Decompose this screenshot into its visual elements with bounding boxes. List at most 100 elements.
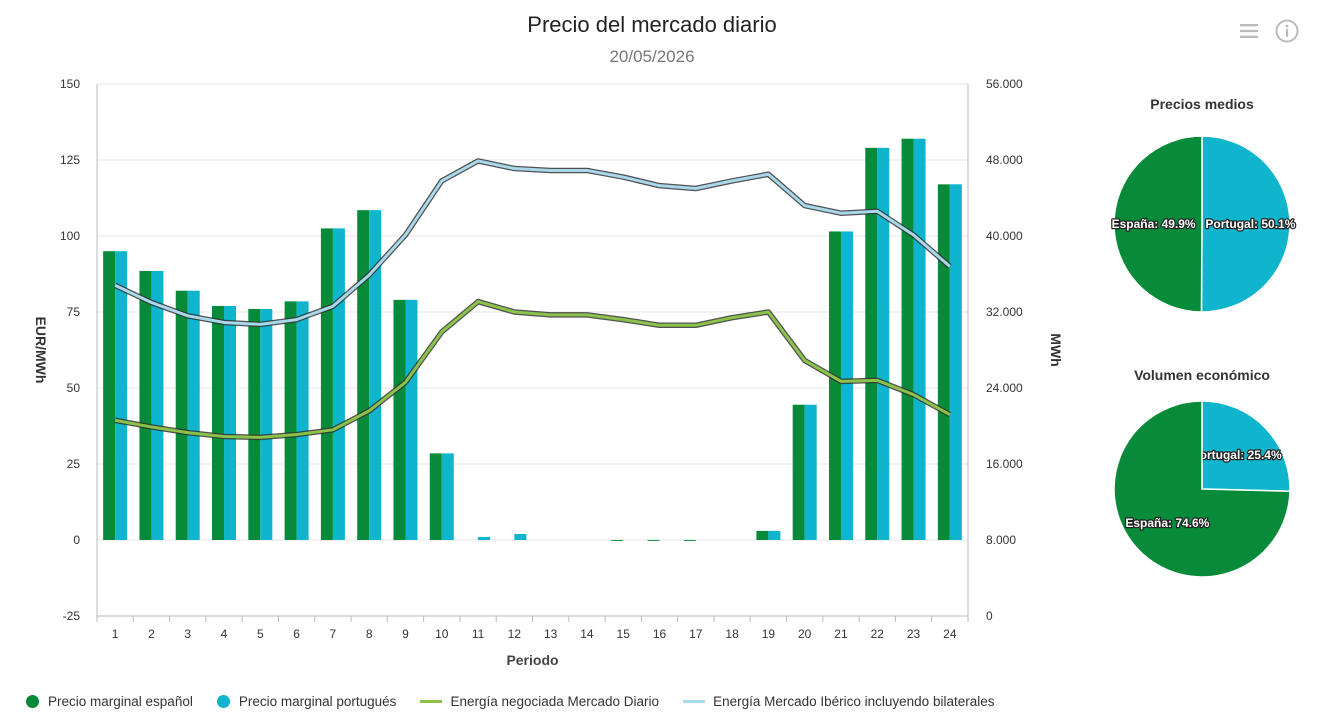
line-series — [113, 158, 952, 441]
bar-precio-espanol — [212, 305, 225, 540]
line-energia-mercado-diario — [114, 300, 951, 439]
y-axis-title: EUR/MWh — [33, 317, 49, 384]
y2-tick-label: 0 — [986, 609, 993, 623]
x-tick-label: 1 — [112, 627, 119, 641]
legend-symbol — [216, 695, 230, 708]
x-tick-label: 22 — [871, 627, 885, 641]
bar-precio-portugues — [151, 270, 164, 540]
bar-precio-espanol — [429, 453, 442, 540]
bar-precio-espanol — [792, 404, 805, 540]
y2-tick-label: 24.000 — [986, 381, 1023, 395]
bar-precio-portugues — [332, 228, 345, 540]
bar-precio-portugues — [405, 299, 418, 540]
legend-label: Precio marginal español — [48, 694, 193, 709]
legend-symbol — [683, 700, 706, 703]
pie-title: Volumen económico — [1134, 367, 1270, 383]
legend-item-spain[interactable]: Precio marginal español — [26, 694, 193, 709]
chart-legend: Precio marginal español Precio marginal … — [26, 694, 1018, 709]
x-tick-label: 23 — [907, 627, 921, 641]
x-tick-label: 18 — [725, 627, 739, 641]
x-tick-label: 12 — [508, 627, 522, 641]
bar-precio-portugues — [768, 530, 781, 540]
x-tick-label: 14 — [580, 627, 594, 641]
legend-item-energy-daily[interactable]: Energía negociada Mercado Diario — [420, 694, 659, 709]
legend-symbol — [420, 700, 443, 703]
bar-precio-portugues — [478, 536, 491, 540]
pie-precios-label-españa: España: 49.9% — [1112, 217, 1196, 231]
bar-precio-espanol — [357, 210, 370, 540]
legend-label: Energía negociada Mercado Diario — [450, 694, 660, 709]
y2-tick-label: 16.000 — [986, 457, 1023, 471]
legend-label: Energía Mercado Ibérico incluyendo bilat… — [713, 694, 995, 709]
pie-volumen-slice-españa — [1113, 400, 1291, 578]
bar-precio-portugues — [804, 404, 817, 540]
bar-series — [103, 138, 962, 541]
pie-precios-medios: Precios medios Portugal: 50.1% España: 49.… — [1110, 96, 1297, 313]
bar-precio-espanol — [139, 270, 152, 540]
bar-precio-espanol — [393, 299, 406, 540]
x-tick-label: 16 — [653, 627, 667, 641]
x-tick-label: 6 — [293, 627, 300, 641]
hamburger-menu-icon[interactable] — [1236, 18, 1262, 44]
x-tick-label: 4 — [221, 627, 228, 641]
x-tick-label: 24 — [943, 627, 957, 641]
x-tick-label: 13 — [544, 627, 558, 641]
bar-precio-espanol — [828, 231, 841, 540]
bar-precio-portugues — [949, 184, 962, 540]
y-tick-label: 75 — [67, 305, 81, 319]
bar-precio-portugues — [441, 453, 454, 540]
legend-label: Precio marginal portugués — [238, 694, 397, 709]
x-tick-label: 11 — [472, 627, 485, 641]
pie-precios-slice-portugal — [1200, 135, 1291, 313]
x-tick-label: 7 — [330, 627, 337, 641]
pie-title: Precios medios — [1150, 96, 1254, 112]
bar-precio-espanol — [284, 301, 297, 540]
y-tick-label: 0 — [73, 533, 80, 547]
pie-volumen-label-españa: España: 74.6% — [1125, 516, 1209, 530]
bar-precio-portugues — [514, 533, 527, 540]
y2-axis-title: MWh — [1048, 333, 1064, 366]
bar-precio-espanol — [320, 228, 333, 540]
bar-precio-espanol — [683, 540, 696, 541]
bar-precio-portugues — [296, 301, 309, 540]
y-tick-label: 125 — [60, 153, 80, 167]
bar-precio-espanol — [647, 540, 660, 541]
pie-volumen-label-portugal: Portugal: 25.4% — [1192, 448, 1282, 462]
x-tick-label: 17 — [689, 627, 703, 641]
legend-item-energy-iberian[interactable]: Energía Mercado Ibérico incluyendo bilat… — [683, 694, 994, 709]
bar-precio-portugues — [369, 210, 382, 540]
bar-precio-portugues — [224, 305, 237, 540]
legend-symbol — [26, 695, 39, 708]
axes: 1501251007550250-2556.00048.00040.00032.… — [33, 77, 1064, 668]
x-axis-title: Periodo — [506, 652, 558, 668]
bar-precio-espanol — [937, 184, 950, 540]
y2-tick-label: 8.000 — [986, 533, 1016, 547]
bar-precio-espanol — [611, 540, 624, 541]
x-tick-label: 8 — [366, 627, 373, 641]
line-shadow-energia-iberico — [113, 158, 952, 328]
bar-precio-espanol — [865, 147, 878, 540]
bar-precio-espanol — [103, 251, 116, 540]
x-tick-label: 21 — [834, 627, 848, 641]
pie-volumen-slice-portugal — [1201, 400, 1291, 492]
bar-precio-espanol — [175, 290, 188, 540]
x-tick-label: 5 — [257, 627, 264, 641]
bar-precio-portugues — [260, 308, 273, 540]
x-tick-label: 2 — [148, 627, 155, 641]
info-icon[interactable] — [1274, 18, 1300, 44]
y2-tick-label: 56.000 — [986, 77, 1023, 91]
x-tick-label: 20 — [798, 627, 812, 641]
bar-precio-espanol — [756, 530, 769, 540]
y-tick-label: 25 — [67, 457, 81, 471]
x-tick-label: 9 — [402, 627, 409, 641]
y2-tick-label: 32.000 — [986, 305, 1023, 319]
bar-precio-espanol — [248, 308, 261, 540]
pie-volumen-economico: Volumen económico Portugal: 25.4% España: … — [1113, 367, 1291, 578]
chart-title: Precio del mercado diario — [527, 12, 777, 37]
bar-precio-portugues — [840, 231, 853, 540]
x-tick-label: 15 — [617, 627, 631, 641]
y-tick-label: 50 — [67, 381, 81, 395]
legend-item-portugal[interactable]: Precio marginal portugués — [216, 694, 397, 709]
y-tick-label: 100 — [60, 229, 80, 243]
y-tick-label: -25 — [63, 609, 81, 623]
